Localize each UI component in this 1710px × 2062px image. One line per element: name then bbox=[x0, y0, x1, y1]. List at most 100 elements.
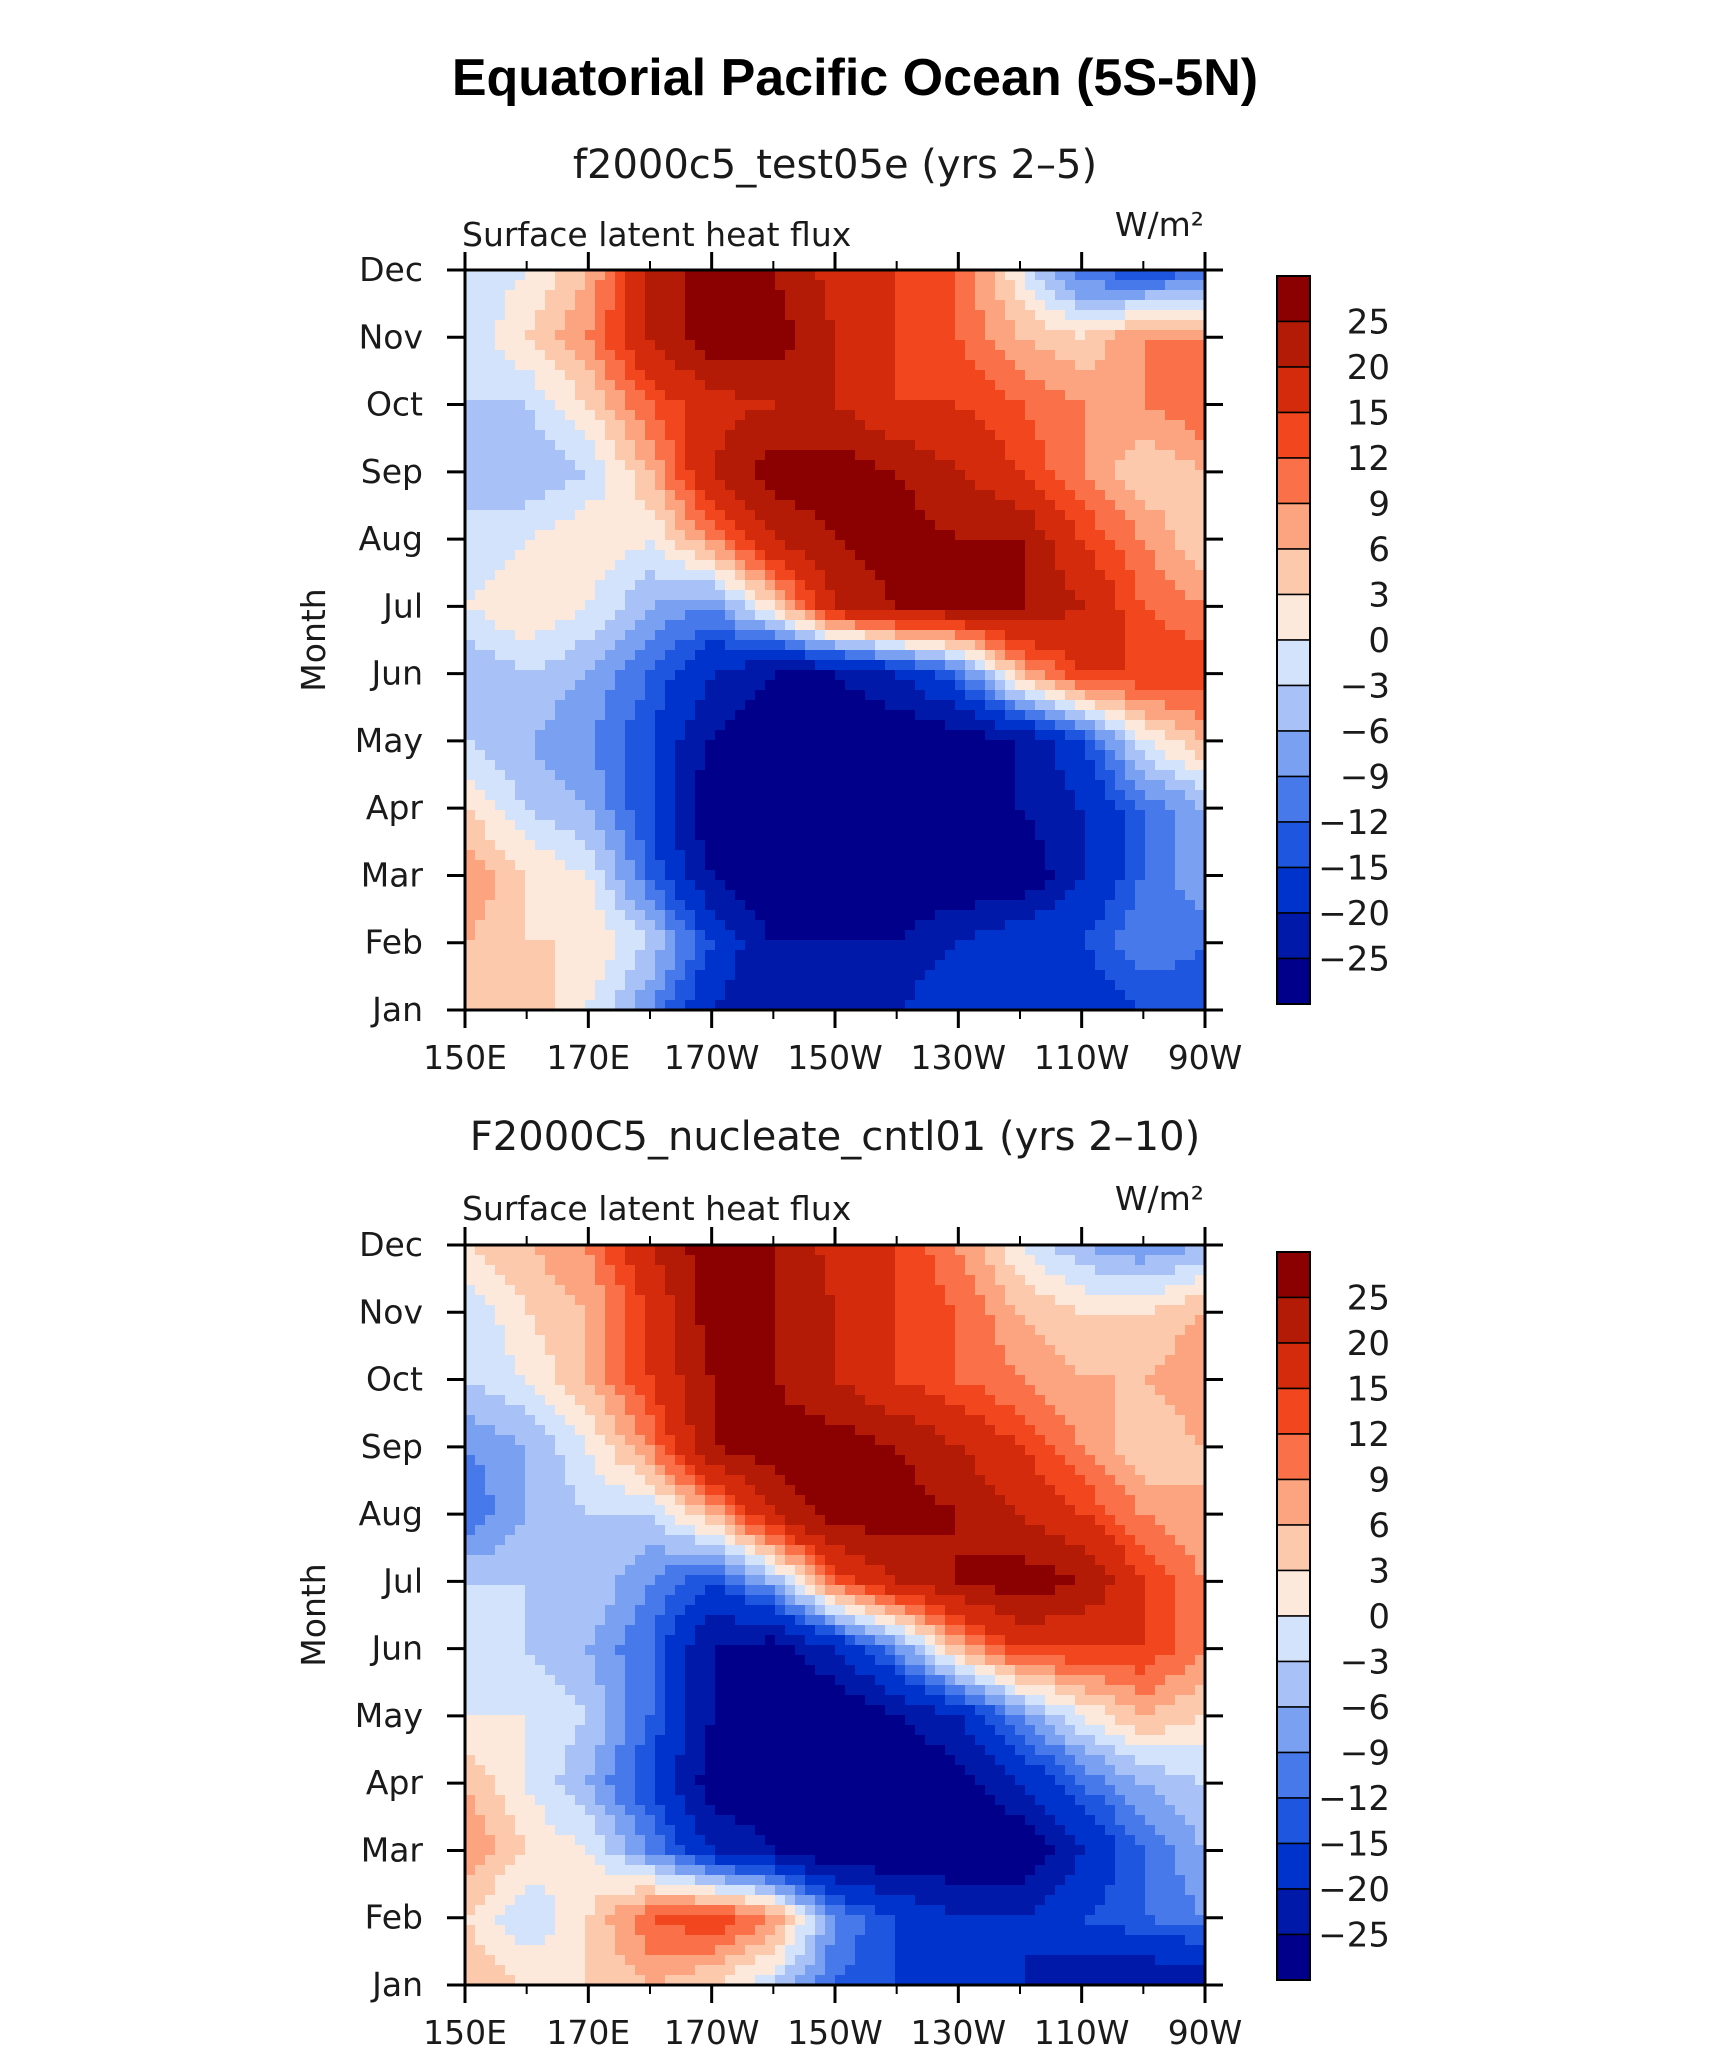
heatmap-cell bbox=[905, 740, 916, 751]
heatmap-cell bbox=[605, 570, 616, 581]
heatmap-cell bbox=[1125, 640, 1136, 651]
heatmap-cell bbox=[505, 630, 516, 641]
heatmap-cell bbox=[1065, 380, 1076, 391]
heatmap-cell bbox=[575, 880, 586, 891]
heatmap-cell bbox=[645, 650, 656, 661]
heatmap-cell bbox=[1095, 270, 1106, 281]
heatmap-cell bbox=[1085, 470, 1096, 481]
heatmap-cell bbox=[1105, 750, 1116, 761]
heatmap-cell bbox=[755, 810, 766, 821]
heatmap-cell bbox=[765, 820, 776, 831]
heatmap-cell bbox=[1135, 910, 1146, 921]
heatmap-cell bbox=[1085, 330, 1096, 341]
heatmap-cell bbox=[985, 410, 996, 421]
heatmap-cell bbox=[795, 580, 806, 591]
heatmap-cell bbox=[605, 880, 616, 891]
heatmap-cell bbox=[615, 550, 626, 561]
heatmap-cell bbox=[955, 310, 966, 321]
heatmap-cell bbox=[635, 320, 646, 331]
heatmap-cell bbox=[715, 910, 726, 921]
heatmap-cell bbox=[545, 430, 556, 441]
heatmap-cell bbox=[915, 380, 926, 391]
heatmap-cell bbox=[825, 530, 836, 541]
heatmap-cell bbox=[1165, 690, 1176, 701]
heatmap-cell bbox=[705, 780, 716, 791]
heatmap-cell bbox=[625, 780, 636, 791]
heatmap-cell bbox=[945, 300, 956, 311]
heatmap-cell bbox=[965, 860, 976, 871]
heatmap-cell bbox=[655, 460, 666, 471]
heatmap-cell bbox=[765, 930, 776, 941]
heatmap-cell bbox=[745, 490, 756, 501]
heatmap-cell bbox=[925, 890, 936, 901]
heatmap-cell bbox=[975, 830, 986, 841]
heatmap-cell bbox=[705, 600, 716, 611]
heatmap-cell bbox=[1185, 360, 1196, 371]
heatmap-cell bbox=[695, 820, 706, 831]
heatmap-cell bbox=[1015, 590, 1026, 601]
heatmap-cell bbox=[925, 820, 936, 831]
heatmap-cell bbox=[675, 610, 686, 621]
heatmap-cell bbox=[805, 310, 816, 321]
heatmap-cell bbox=[1145, 490, 1156, 501]
heatmap-cell bbox=[555, 550, 566, 561]
heatmap-cell bbox=[965, 890, 976, 901]
heatmap-cell bbox=[705, 930, 716, 941]
heatmap-cell bbox=[625, 320, 636, 331]
heatmap-cell bbox=[765, 320, 776, 331]
heatmap-cell bbox=[925, 930, 936, 941]
heatmap-cell bbox=[1095, 930, 1106, 941]
heatmap-cell bbox=[965, 470, 976, 481]
heatmap-cell bbox=[635, 660, 646, 671]
heatmap-cell bbox=[495, 830, 506, 841]
heatmap-cell bbox=[1055, 350, 1066, 361]
heatmap-cell bbox=[625, 770, 636, 781]
heatmap-cell bbox=[1115, 540, 1126, 551]
heatmap-cell bbox=[545, 920, 556, 931]
heatmap-cell bbox=[585, 660, 596, 671]
heatmap-cell bbox=[855, 760, 866, 771]
heatmap-cell bbox=[1005, 470, 1016, 481]
heatmap-cell bbox=[835, 470, 846, 481]
heatmap-cell bbox=[755, 790, 766, 801]
heatmap-cell bbox=[1115, 450, 1126, 461]
heatmap-cell bbox=[715, 330, 726, 341]
heatmap-cell bbox=[1075, 340, 1086, 351]
heatmap-cell bbox=[1135, 540, 1146, 551]
heatmap-cell bbox=[735, 450, 746, 461]
heatmap-cell bbox=[485, 780, 496, 791]
heatmap-cell bbox=[845, 600, 856, 611]
heatmap-cell bbox=[735, 860, 746, 871]
heatmap-cell bbox=[705, 530, 716, 541]
heatmap-cell bbox=[555, 420, 566, 431]
heatmap-cell bbox=[795, 370, 806, 381]
heatmap-cell bbox=[1075, 720, 1086, 731]
heatmap-cell bbox=[1165, 520, 1176, 531]
heatmap-cell bbox=[795, 620, 806, 631]
heatmap-cell bbox=[745, 610, 756, 621]
heatmap-cell bbox=[975, 840, 986, 851]
heatmap-cell bbox=[695, 400, 706, 411]
heatmap-cell bbox=[625, 500, 636, 511]
heatmap-cell bbox=[795, 890, 806, 901]
heatmap-cell bbox=[1015, 920, 1026, 931]
heatmap-cell bbox=[795, 520, 806, 531]
heatmap-cell bbox=[735, 470, 746, 481]
heatmap-cell bbox=[715, 840, 726, 851]
heatmap-cell bbox=[1025, 830, 1036, 841]
heatmap-cell bbox=[875, 900, 886, 911]
heatmap-cell bbox=[835, 580, 846, 591]
heatmap-cell bbox=[765, 790, 776, 801]
heatmap-cell bbox=[865, 830, 876, 841]
heatmap-cell bbox=[515, 520, 526, 531]
heatmap-cell bbox=[485, 270, 496, 281]
heatmap-cell bbox=[1145, 740, 1156, 751]
heatmap-cell bbox=[585, 930, 596, 941]
heatmap-cell bbox=[805, 870, 816, 881]
heatmap-cell bbox=[465, 270, 476, 281]
heatmap-cell bbox=[465, 850, 476, 861]
heatmap-cell bbox=[645, 940, 656, 951]
heatmap-cell bbox=[1155, 280, 1166, 291]
heatmap-cell bbox=[765, 400, 776, 411]
heatmap-cell bbox=[625, 820, 636, 831]
